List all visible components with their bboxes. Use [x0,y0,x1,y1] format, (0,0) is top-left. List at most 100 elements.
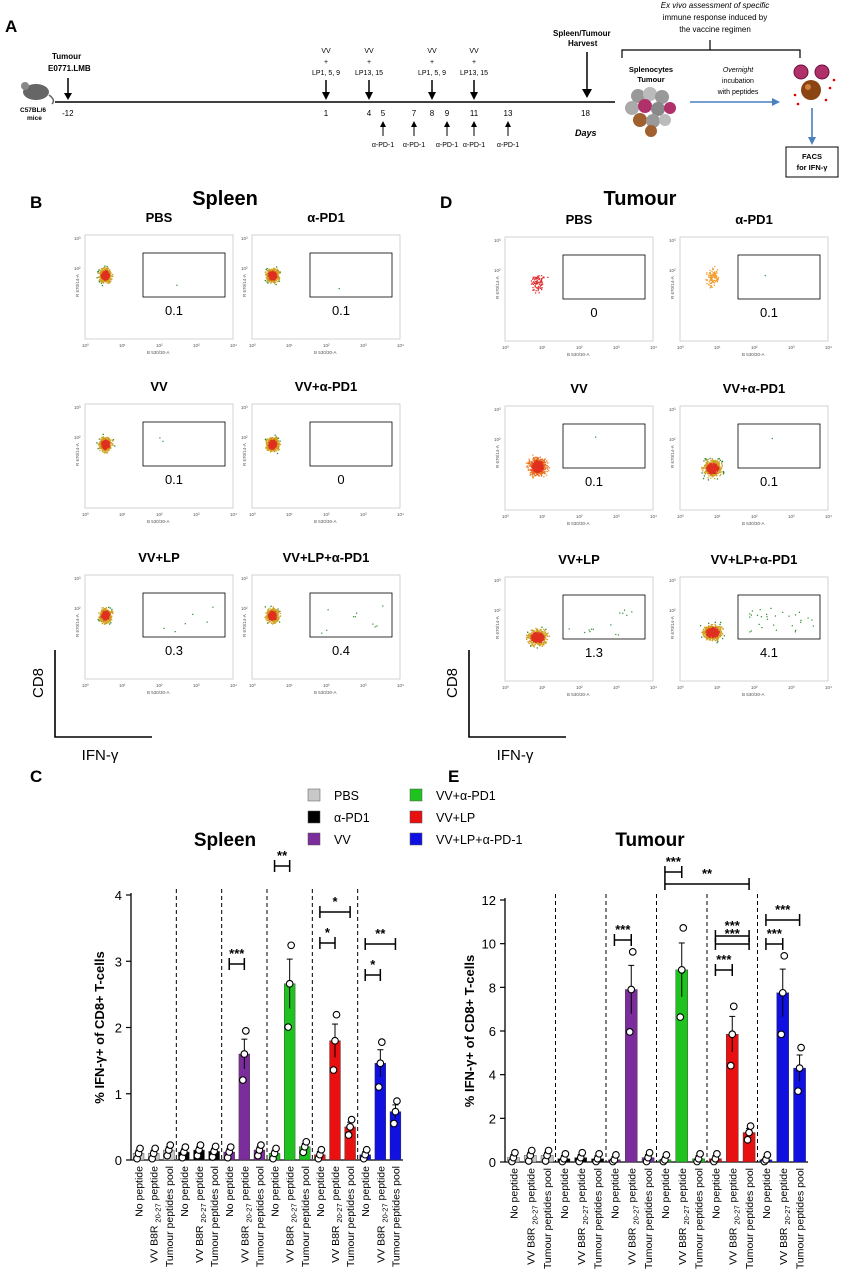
category-label-1-4-1: VV B8R 20-27 peptide [727,1168,741,1265]
spleen-ytick-1-1: 10² [241,266,248,271]
ytick-label-0-0: 0 [115,1153,122,1168]
ytick-label-1-1: 2 [489,1111,496,1126]
tumour-xtick-1-4: 10⁴ [825,345,832,350]
data-point-1-5-2-2 [797,1043,805,1052]
spleen-xtick-3-4: 10⁴ [397,512,404,517]
spleen-gate-value-1: 0.1 [332,303,350,318]
spleen-ytick-5-0: 10³ [241,576,248,581]
tumour-event-cloud-1 [705,265,720,289]
legend-label-4: VV+LP [436,811,475,825]
tumour-ifn-label: IFN-γ [497,747,534,764]
data-point-0-0-0-2 [136,1144,144,1153]
sig-label-1-5: *** [767,926,783,941]
spleen-gate-event-2-1 [159,437,161,439]
spleen-gate-event-1-0 [338,288,340,290]
spleen-gate-event-5-4 [382,605,384,607]
category-label-1-1-1: VV B8R 20-27 peptide [576,1168,590,1265]
sig-label-0-0: *** [229,946,245,961]
pd1-label-3: α-PD-1 [463,142,485,149]
tumour-gate-event-5-8 [761,627,763,629]
exvivo-line-2: immune response induced by [663,13,768,22]
sig-label-0-5: ** [375,926,386,941]
pd1-day-5: 5 [381,109,386,118]
spleen-gate-event-4-5 [192,613,194,615]
spleen-xtick-3-1: 10¹ [286,512,293,517]
tumour-ytick-1-1: 10² [669,268,676,273]
tumour-plot-title-4: VV+LP [558,552,600,567]
spleen-ychan-2: R 670/14-A [75,443,80,466]
panel-label-b: B [30,193,42,212]
facs-label-2: for IFN-γ [797,163,829,172]
spleen-plot-title-3: VV+α-PD1 [295,379,358,394]
data-point-0-3-0-2 [272,1144,280,1153]
spleen-xchan-3: B 530/30-A [314,519,337,524]
spleen-xtick-5-1: 10¹ [286,683,293,688]
sig-label-0-4: * [370,957,376,972]
mice-label-2: mice [27,115,42,122]
tumour-gate-event-5-22 [749,613,751,615]
category-label-1-2-2: Tumour peptides pool [643,1168,655,1269]
tumour-gate-event-5-24 [749,616,751,618]
tumour-gate-value-4: 1.3 [585,645,603,660]
spleen-ytick-3-0: 10³ [241,405,248,410]
data-point-0-5-2-2 [393,1097,401,1105]
ytick-label-1-2: 4 [489,1068,496,1083]
sig-bracket-1-5 [765,938,784,950]
category-label-0-0-0: No peptide [134,1166,146,1217]
spleen-gate-event-5-8 [376,625,378,627]
vacc-label-3-2: LP13, 15 [460,70,488,77]
category-label-0-2-2: Tumour peptides pool [254,1166,266,1267]
panel-label-d: D [440,193,452,212]
category-label-1-4-2: Tumour peptides pool [744,1168,756,1269]
data-point-0-4-2-2 [347,1115,356,1124]
spleen-xtick-2-2: 10² [156,512,163,517]
spleen-xtick-4-1: 10¹ [119,683,126,688]
tumour-gate-event-5-12 [751,610,753,612]
tumour-gate-event-5-28 [760,616,762,618]
ytick-label-1-0: 0 [489,1155,496,1170]
legend-label-3: VV+α-PD1 [436,789,496,803]
tumour-gate-event-4-6 [588,629,590,631]
tumour-xtick-3-0: 10⁰ [677,514,684,519]
data-point-1-4-2-1 [745,1128,753,1137]
tumour-arrow-head [64,93,72,100]
pd1-label-0: α-PD-1 [372,142,394,149]
spleen-ychan-0: R 670/14-A [75,274,80,297]
category-label-1-5-1: VV B8R 20-27 peptide [778,1168,792,1265]
spleen-xtick-4-4: 10⁴ [230,683,237,688]
data-point-0-5-1-0 [374,1083,383,1091]
data-point-0-1-1-2 [196,1141,205,1149]
legend-label-5: VV+LP+α-PD-1 [436,833,522,847]
sig-label-0-3: * [332,894,338,909]
data-point-0-5-2-0 [390,1119,398,1128]
spleen-event-cloud-3 [264,434,281,455]
spleen-plot-1: α-PD1 10⁰ 10¹ 10² 10³ 10⁴ 10³ 10² B 530/30-A R 67… [241,210,404,355]
sig-label-0-2: * [325,925,331,940]
spleen-plot-title-0: PBS [146,210,173,225]
ytick-label-0-1: 1 [115,1087,122,1102]
activated-cell-icon [793,64,836,106]
spleen-gate-value-5: 0.4 [332,643,350,658]
tumour-ytick-4-1: 10² [494,608,501,613]
vacc-arrow-head-0 [322,92,330,100]
tumour-plot-title-3: VV+α-PD1 [723,381,786,396]
tumour-event-cloud-0 [530,275,549,294]
vacc-label-2-2: LP1, 5, 9 [418,70,446,77]
spleen-axis-indicator [54,650,152,738]
category-label-1-1-2: Tumour peptides pool [593,1168,605,1269]
spleen-xtick-4-3: 10³ [193,683,200,688]
data-point-0-2-1-2 [241,1026,250,1035]
spleen-event-cloud-1 [264,266,281,286]
vacc-label-0-1: + [324,59,328,66]
tumour-gate-event-4-1 [619,612,621,614]
mice-label-1: C57BL/6 [20,107,46,114]
tumour-ytick-2-0: 10³ [494,407,501,412]
vacc-label-3-1: + [472,59,476,66]
exvivo-line-3: the vaccine regimen [679,25,751,34]
tumour-event-cloud-4 [526,626,550,649]
tumour-xtick-0-1: 10¹ [539,345,546,350]
spleen-gate-value-2: 0.1 [165,472,183,487]
spleen-ytick-5-1: 10² [241,606,248,611]
tumour-gate-event-5-10 [766,613,768,615]
spleen-gate-5 [309,592,393,638]
